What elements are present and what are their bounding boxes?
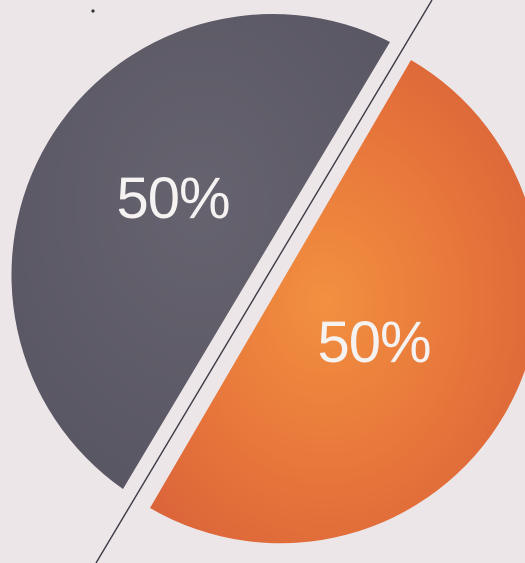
slice-label-grey: 50% xyxy=(116,166,229,231)
pie-slice-orange xyxy=(150,60,525,544)
divider-line xyxy=(95,0,433,563)
speck-mark xyxy=(91,9,95,13)
slice-label-orange: 50% xyxy=(317,310,430,375)
pie-slice-grey xyxy=(11,14,390,489)
